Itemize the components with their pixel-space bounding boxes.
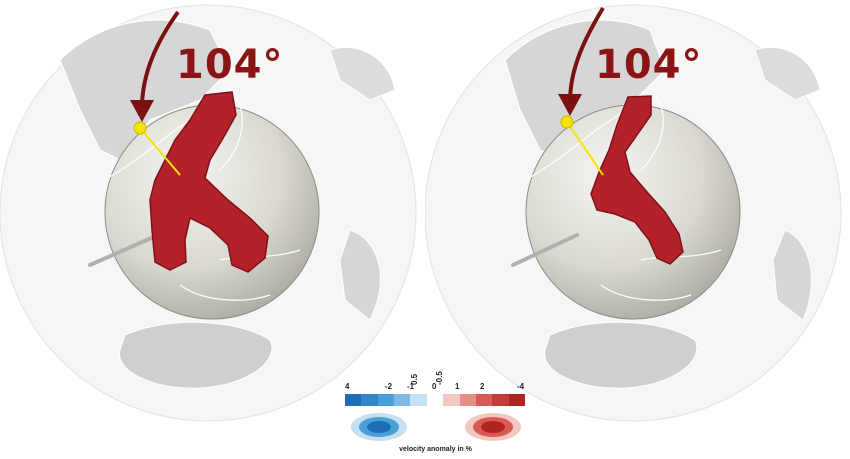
europe-outline bbox=[329, 46, 396, 101]
angle-label: 104° bbox=[595, 42, 703, 88]
tick-label: 2 bbox=[480, 382, 485, 391]
velocity-anomaly-body bbox=[149, 91, 269, 273]
right-globe-scene bbox=[425, 4, 842, 422]
legend-swatch bbox=[377, 394, 395, 406]
tick-label: 1 bbox=[455, 382, 460, 391]
ray-line bbox=[139, 127, 181, 176]
tick-label: -4 bbox=[517, 382, 525, 391]
legend-ticks: 4 -2 -1 0.5 0 -0.5 1 2 -4 bbox=[343, 371, 528, 394]
ray-line bbox=[566, 121, 604, 176]
legend-color-bar bbox=[345, 394, 525, 406]
legend-swatch bbox=[426, 394, 444, 406]
red-blob-inner bbox=[481, 421, 505, 433]
europe-outline bbox=[754, 46, 821, 101]
tick-label: -2 bbox=[385, 382, 393, 391]
right-panel: 104° bbox=[425, 0, 850, 459]
legend-swatch bbox=[508, 394, 525, 406]
tick-label: 4 bbox=[345, 382, 350, 391]
legend-swatch bbox=[443, 394, 460, 406]
legend-swatch bbox=[459, 394, 476, 406]
tick-label: 0 bbox=[432, 382, 437, 391]
legend-swatch bbox=[475, 394, 493, 406]
pointer-rod bbox=[511, 233, 579, 267]
tick-label: 0.5 bbox=[410, 373, 419, 385]
legend-swatch bbox=[361, 394, 378, 406]
left-globe-scene bbox=[0, 4, 417, 422]
legend-swatch bbox=[410, 394, 427, 406]
legend-caption: velocity anomaly in % bbox=[399, 446, 472, 453]
africa-outline bbox=[339, 229, 381, 321]
tick-label: -1 bbox=[407, 382, 415, 391]
color-legend: 4 -2 -1 0.5 0 -0.5 1 2 -4 velocity anoma… bbox=[343, 371, 528, 459]
surface-point-marker bbox=[133, 121, 147, 135]
arrow-head bbox=[558, 94, 582, 116]
legend-blobs bbox=[345, 409, 525, 445]
africa-outline bbox=[772, 229, 812, 321]
globe-coastline bbox=[528, 94, 722, 301]
curved-arrow bbox=[568, 6, 605, 103]
antarctica-outline bbox=[119, 321, 273, 389]
legend-swatch bbox=[492, 394, 509, 406]
surface-point-marker bbox=[560, 115, 574, 129]
curved-arrow bbox=[140, 10, 180, 109]
angle-label: 104° bbox=[176, 42, 284, 88]
velocity-anomaly-body bbox=[590, 95, 684, 265]
tick-label: -0.5 bbox=[435, 371, 444, 385]
globe-coastline bbox=[107, 94, 301, 301]
legend-swatch bbox=[394, 394, 411, 406]
antarctica-outline bbox=[544, 321, 698, 389]
legend-swatch bbox=[345, 394, 362, 406]
blue-blob-inner bbox=[367, 421, 391, 433]
arrow-head bbox=[130, 100, 154, 122]
left-panel: 104° bbox=[0, 4, 417, 422]
